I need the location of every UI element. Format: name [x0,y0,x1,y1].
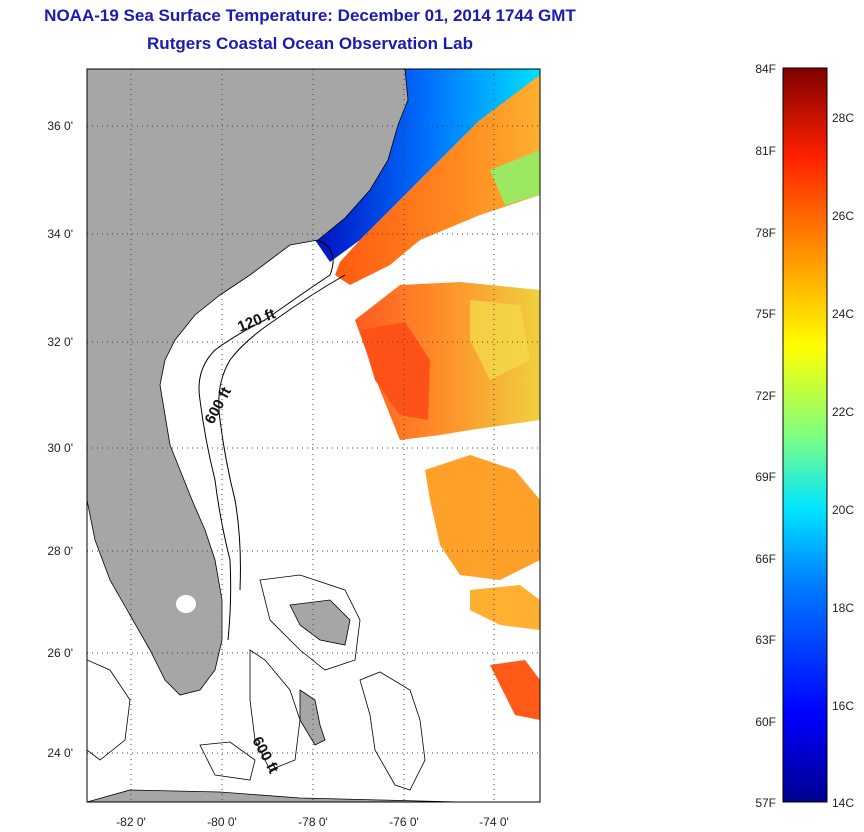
colorbar [782,67,828,803]
colorbar-c-label: 14C [832,796,854,810]
lon-tick-label: -76 0' [389,815,419,829]
graticule [87,69,540,802]
lon-tick-label: -78 0' [298,815,328,829]
lat-tick-label: 28 0' [47,544,73,558]
lon-tick-label: -80 0' [207,815,237,829]
colorbar-f-label: 60F [755,715,776,729]
map-frame [86,68,541,803]
lat-tick-label: 30 0' [47,441,73,455]
sst-warm-offshore-north [335,75,540,285]
colorbar-f-label: 63F [755,633,776,647]
contour-120ft [198,239,334,641]
lat-tick-label: 26 0' [47,646,73,660]
contour-600ft [218,274,346,591]
colorbar-c-label: 16C [832,699,854,713]
colorbar-f-label: 84F [755,62,776,76]
colorbar-f-label: 69F [755,470,776,484]
colorbar-c-label: 26C [832,209,854,223]
colorbar-f-label: 81F [755,144,776,158]
lat-tick-label: 32 0' [47,335,73,349]
colorbar-c-label: 18C [832,601,854,615]
colorbar-c-label: 20C [832,503,854,517]
lat-tick-label: 24 0' [47,746,73,760]
sst-warm-south-patch [425,455,540,580]
lon-tick-label: -74 0' [479,815,509,829]
colorbar-f-label: 72F [755,389,776,403]
lat-tick-label: 34 0' [47,227,73,241]
map-title: NOAA-19 Sea Surface Temperature: Decembe… [44,6,576,25]
us-east-coast-land [87,69,409,696]
colorbar-f-label: 66F [755,552,776,566]
colorbar-f-label: 57F [755,796,776,810]
map-subtitle: Rutgers Coastal Ocean Observation Lab [147,34,473,53]
colorbar-c-label: 24C [832,307,854,321]
colorbar-f-label: 75F [755,307,776,321]
colorbar-c-label: 22C [832,405,854,419]
lon-tick-label: -82 0' [116,815,146,829]
lat-tick-label: 36 0' [47,119,73,133]
colorbar-c-label: 28C [832,111,854,125]
colorbar-f-label: 78F [755,226,776,240]
